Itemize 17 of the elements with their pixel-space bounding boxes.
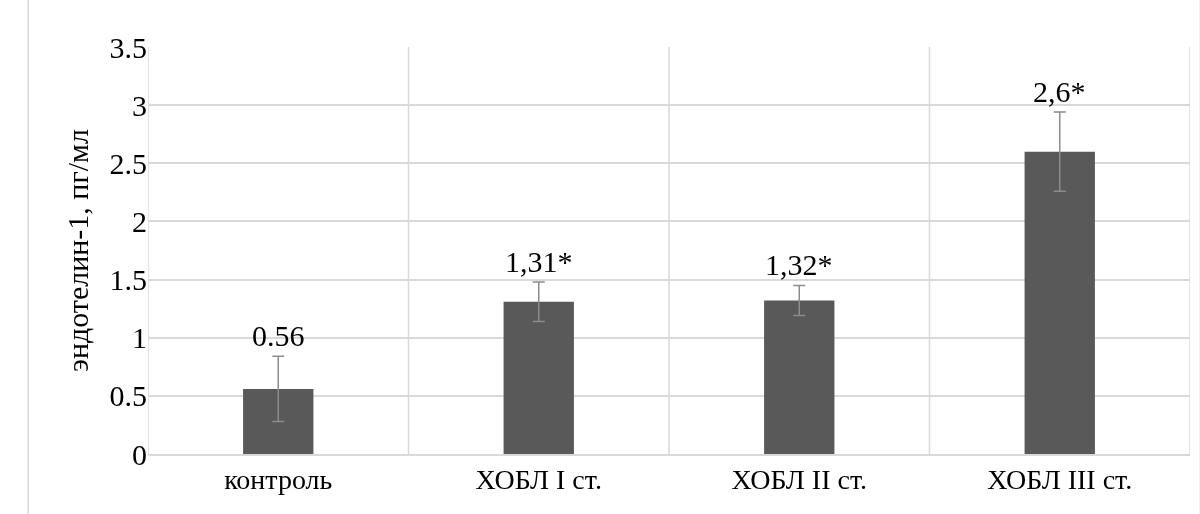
data-label: 0.56 [252, 319, 305, 352]
y-tick-label: 2.5 [109, 146, 147, 180]
data-label: 1,32* [765, 248, 833, 281]
y-tick-label: 3 [132, 88, 147, 122]
y-tick-label: 1.5 [109, 263, 147, 297]
y-axis-title: эндотелин-1, пг/мл [60, 129, 94, 372]
x-tick-label: ХОБЛ II ст. [731, 464, 868, 496]
y-tick-label: 2 [132, 204, 147, 238]
x-tick-label: ХОБЛ I ст. [475, 464, 602, 496]
y-tick-label: 0.5 [109, 379, 147, 413]
y-tick-label: 3.5 [109, 30, 147, 64]
y-tick-label: 1 [132, 321, 147, 355]
x-tick-label: ХОБЛ III ст. [987, 464, 1133, 496]
data-label: 1,31* [505, 245, 573, 278]
x-tick-label: контроль [224, 464, 333, 496]
y-tick-label: 0 [132, 437, 147, 471]
data-label: 2,6* [1033, 75, 1086, 108]
